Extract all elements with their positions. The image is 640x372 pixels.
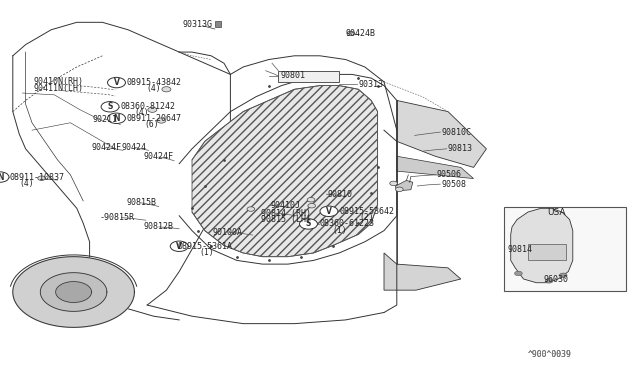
Circle shape bbox=[390, 181, 397, 186]
Text: 90801: 90801 bbox=[280, 71, 305, 80]
Text: 90813: 90813 bbox=[448, 144, 473, 153]
Circle shape bbox=[108, 77, 125, 88]
Text: 90812B: 90812B bbox=[144, 222, 174, 231]
Text: (2): (2) bbox=[360, 213, 374, 222]
Circle shape bbox=[162, 87, 171, 92]
Circle shape bbox=[396, 187, 403, 192]
Text: 90313G: 90313G bbox=[182, 20, 212, 29]
Text: 90424: 90424 bbox=[122, 143, 147, 152]
Text: 90313: 90313 bbox=[358, 80, 383, 89]
Polygon shape bbox=[40, 273, 107, 311]
Text: V: V bbox=[326, 207, 332, 216]
Text: -90815R: -90815R bbox=[99, 213, 134, 222]
Text: 90815B: 90815B bbox=[127, 198, 157, 207]
Circle shape bbox=[108, 113, 125, 124]
Polygon shape bbox=[397, 156, 474, 179]
Text: ^900^0039: ^900^0039 bbox=[528, 350, 572, 359]
Text: 90424B: 90424B bbox=[346, 29, 376, 38]
Text: N: N bbox=[0, 173, 3, 182]
Circle shape bbox=[307, 198, 315, 202]
Polygon shape bbox=[13, 257, 134, 327]
Circle shape bbox=[101, 102, 119, 112]
Polygon shape bbox=[192, 86, 378, 257]
Text: 08915-53642: 08915-53642 bbox=[339, 207, 394, 216]
Text: ^900^0039: ^900^0039 bbox=[528, 350, 572, 359]
Text: 90508: 90508 bbox=[442, 180, 467, 189]
Circle shape bbox=[347, 31, 355, 36]
Circle shape bbox=[320, 206, 338, 217]
Text: 90424F: 90424F bbox=[92, 143, 122, 152]
Text: (6): (6) bbox=[144, 120, 159, 129]
Text: 90410N(RH): 90410N(RH) bbox=[34, 77, 84, 86]
Text: 90211: 90211 bbox=[93, 115, 118, 124]
Polygon shape bbox=[511, 208, 573, 283]
Text: 90506: 90506 bbox=[436, 170, 461, 179]
Text: 08360-81242: 08360-81242 bbox=[120, 102, 175, 111]
Text: 90411N(LH): 90411N(LH) bbox=[34, 84, 84, 93]
Text: (4): (4) bbox=[19, 179, 34, 188]
Text: V: V bbox=[113, 78, 120, 87]
Circle shape bbox=[148, 107, 157, 112]
Text: (4): (4) bbox=[134, 108, 149, 117]
Circle shape bbox=[545, 279, 553, 283]
Text: 96030: 96030 bbox=[544, 275, 569, 284]
Circle shape bbox=[308, 203, 316, 208]
Text: 08915-5361A: 08915-5361A bbox=[178, 242, 233, 251]
Text: 90100A: 90100A bbox=[212, 228, 243, 237]
Text: N: N bbox=[113, 114, 120, 123]
Text: 90424F: 90424F bbox=[144, 153, 174, 161]
FancyBboxPatch shape bbox=[504, 207, 626, 291]
Circle shape bbox=[515, 271, 522, 276]
Polygon shape bbox=[56, 282, 92, 302]
Text: 90410J: 90410J bbox=[270, 201, 300, 210]
Text: 90814: 90814 bbox=[508, 245, 532, 254]
Circle shape bbox=[300, 219, 317, 229]
Polygon shape bbox=[397, 100, 486, 167]
Polygon shape bbox=[396, 180, 413, 191]
Text: V: V bbox=[176, 242, 182, 251]
Circle shape bbox=[247, 207, 255, 211]
Text: (1): (1) bbox=[200, 248, 214, 257]
Circle shape bbox=[0, 172, 9, 182]
Text: (4): (4) bbox=[146, 84, 161, 93]
Text: 08911-10837: 08911-10837 bbox=[10, 173, 65, 182]
Text: S: S bbox=[108, 102, 113, 111]
Text: 08915-43842: 08915-43842 bbox=[127, 78, 182, 87]
Text: 08911-20647: 08911-20647 bbox=[127, 114, 182, 123]
Text: (1): (1) bbox=[333, 226, 348, 235]
Text: USA: USA bbox=[547, 208, 566, 217]
Circle shape bbox=[38, 176, 45, 180]
Circle shape bbox=[170, 241, 188, 251]
Polygon shape bbox=[384, 253, 461, 290]
Text: 90810: 90810 bbox=[328, 190, 353, 199]
Text: 90810C: 90810C bbox=[442, 128, 472, 137]
Text: 90815 (LH): 90815 (LH) bbox=[261, 215, 311, 224]
Bar bbox=[528, 244, 566, 260]
Text: S: S bbox=[306, 219, 311, 228]
Circle shape bbox=[157, 118, 166, 123]
Text: 08360-61223: 08360-61223 bbox=[320, 219, 375, 228]
Circle shape bbox=[559, 273, 567, 278]
Bar bbox=[278, 71, 339, 82]
Text: 90814 (RH): 90814 (RH) bbox=[261, 209, 311, 218]
